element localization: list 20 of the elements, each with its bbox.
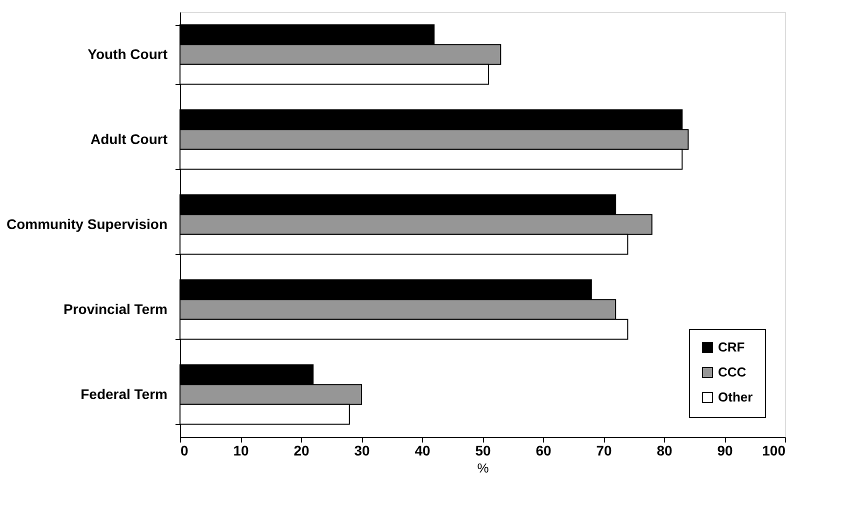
legend-label: CCC xyxy=(718,364,747,380)
x-tick-label: 40 xyxy=(414,442,430,458)
x-tick-label: 50 xyxy=(475,442,491,458)
y-tick-label: Adult Court xyxy=(90,131,168,147)
y-tick-label: Provincial Term xyxy=(63,301,168,317)
y-tick-label: Federal Term xyxy=(80,386,168,402)
x-tick-label: 60 xyxy=(536,442,552,458)
x-axis-title: % xyxy=(477,460,490,476)
x-tick-label: 0 xyxy=(180,442,188,458)
y-tick-label: Youth Court xyxy=(88,46,168,62)
x-tick-label: 100 xyxy=(762,442,786,458)
x-tick-label: 90 xyxy=(717,442,733,458)
y-tick-label: Community Supervision xyxy=(6,216,168,232)
x-tick-label: 70 xyxy=(596,442,612,458)
x-tick-label: 10 xyxy=(233,442,249,458)
x-tick-label: 80 xyxy=(656,442,672,458)
x-tick-label: 30 xyxy=(354,442,370,458)
x-tick-label: 20 xyxy=(294,442,310,458)
legend-label: Other xyxy=(718,390,753,404)
legend-label: CRF xyxy=(718,340,745,354)
